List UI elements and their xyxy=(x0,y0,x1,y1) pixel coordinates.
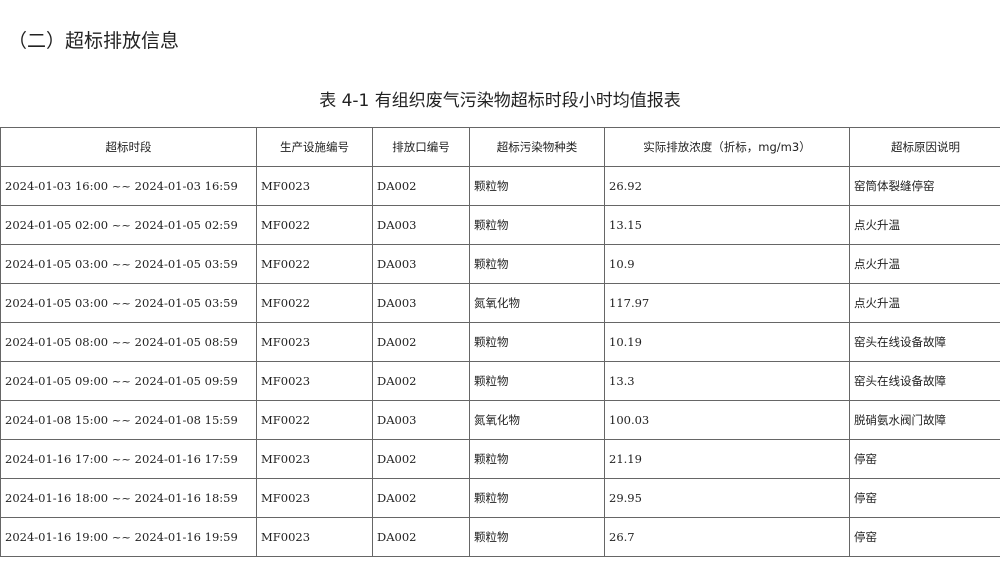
reason-cell: 点火升温 xyxy=(849,244,1000,284)
period-cell: 2024-01-16 18:00 ~~ 2024-01-16 18:59 xyxy=(0,478,257,518)
table-row: 2024-01-08 15:00 ~~ 2024-01-08 15:59 MF00… xyxy=(0,400,1000,440)
concentration-cell: 21.19 xyxy=(604,439,850,479)
concentration-cell: 117.97 xyxy=(604,283,850,323)
table-row: 2024-01-16 18:00 ~~ 2024-01-16 18:59 MF00… xyxy=(0,478,1000,518)
period-cell: 2024-01-05 09:00 ~~ 2024-01-05 09:59 xyxy=(0,361,257,401)
column-header: 超标原因说明 xyxy=(849,127,1000,167)
outlet-id-cell: DA003 xyxy=(372,283,470,323)
facility-id-cell: MF0023 xyxy=(256,166,373,206)
period-cell: 2024-01-03 16:00 ~~ 2024-01-03 16:59 xyxy=(0,166,257,206)
facility-id-cell: MF0022 xyxy=(256,400,373,440)
pollutant-cell: 颗粒物 xyxy=(469,166,605,206)
table-row: 2024-01-05 03:00 ~~ 2024-01-05 03:59 MF00… xyxy=(0,244,1000,284)
exceedance-table: 超标时段 生产设施编号 排放口编号 超标污染物种类 实际排放浓度（折标，mg/m… xyxy=(0,127,1000,557)
reason-cell: 停窑 xyxy=(849,478,1000,518)
table-row: 2024-01-16 19:00 ~~ 2024-01-16 19:59 MF00… xyxy=(0,517,1000,557)
period-cell: 2024-01-08 15:00 ~~ 2024-01-08 15:59 xyxy=(0,400,257,440)
concentration-cell: 10.19 xyxy=(604,322,850,362)
outlet-id-cell: DA002 xyxy=(372,166,470,206)
facility-id-cell: MF0023 xyxy=(256,517,373,557)
column-header: 实际排放浓度（折标，mg/m3） xyxy=(604,127,850,167)
facility-id-cell: MF0023 xyxy=(256,322,373,362)
pollutant-cell: 颗粒物 xyxy=(469,322,605,362)
facility-id-cell: MF0022 xyxy=(256,283,373,323)
facility-id-cell: MF0023 xyxy=(256,439,373,479)
facility-id-cell: MF0023 xyxy=(256,361,373,401)
outlet-id-cell: DA003 xyxy=(372,205,470,245)
pollutant-cell: 颗粒物 xyxy=(469,478,605,518)
facility-id-cell: MF0022 xyxy=(256,244,373,284)
table-row: 2024-01-05 02:00 ~~ 2024-01-05 02:59 MF00… xyxy=(0,205,1000,245)
period-cell: 2024-01-05 03:00 ~~ 2024-01-05 03:59 xyxy=(0,283,257,323)
table-row: 2024-01-05 03:00 ~~ 2024-01-05 03:59 MF00… xyxy=(0,283,1000,323)
pollutant-cell: 氮氧化物 xyxy=(469,283,605,323)
facility-id-cell: MF0023 xyxy=(256,478,373,518)
outlet-id-cell: DA002 xyxy=(372,439,470,479)
pollutant-cell: 颗粒物 xyxy=(469,439,605,479)
reason-cell: 窑筒体裂缝停窑 xyxy=(849,166,1000,206)
reason-cell: 停窑 xyxy=(849,439,1000,479)
period-cell: 2024-01-16 19:00 ~~ 2024-01-16 19:59 xyxy=(0,517,257,557)
reason-cell: 脱硝氨水阀门故障 xyxy=(849,400,1000,440)
outlet-id-cell: DA003 xyxy=(372,400,470,440)
outlet-id-cell: DA002 xyxy=(372,322,470,362)
concentration-cell: 26.92 xyxy=(604,166,850,206)
pollutant-cell: 颗粒物 xyxy=(469,361,605,401)
pollutant-cell: 颗粒物 xyxy=(469,517,605,557)
reason-cell: 停窑 xyxy=(849,517,1000,557)
outlet-id-cell: DA002 xyxy=(372,517,470,557)
period-cell: 2024-01-05 02:00 ~~ 2024-01-05 02:59 xyxy=(0,205,257,245)
concentration-cell: 29.95 xyxy=(604,478,850,518)
reason-cell: 点火升温 xyxy=(849,283,1000,323)
table-row: 2024-01-03 16:00 ~~ 2024-01-03 16:59 MF00… xyxy=(0,166,1000,206)
outlet-id-cell: DA003 xyxy=(372,244,470,284)
outlet-id-cell: DA002 xyxy=(372,361,470,401)
pollutant-cell: 颗粒物 xyxy=(469,244,605,284)
reason-cell: 点火升温 xyxy=(849,205,1000,245)
table-row: 2024-01-05 08:00 ~~ 2024-01-05 08:59 MF00… xyxy=(0,322,1000,362)
column-header: 超标时段 xyxy=(0,127,257,167)
concentration-cell: 100.03 xyxy=(604,400,850,440)
column-header: 超标污染物种类 xyxy=(469,127,605,167)
table-header-row: 超标时段 生产设施编号 排放口编号 超标污染物种类 实际排放浓度（折标，mg/m… xyxy=(0,127,1000,167)
column-header: 生产设施编号 xyxy=(256,127,373,167)
pollutant-cell: 氮氧化物 xyxy=(469,400,605,440)
table-row: 2024-01-05 09:00 ~~ 2024-01-05 09:59 MF00… xyxy=(0,361,1000,401)
reason-cell: 窑头在线设备故障 xyxy=(849,322,1000,362)
pollutant-cell: 颗粒物 xyxy=(469,205,605,245)
table-row: 2024-01-16 17:00 ~~ 2024-01-16 17:59 MF00… xyxy=(0,439,1000,479)
concentration-cell: 13.15 xyxy=(604,205,850,245)
column-header: 排放口编号 xyxy=(372,127,470,167)
period-cell: 2024-01-05 08:00 ~~ 2024-01-05 08:59 xyxy=(0,322,257,362)
concentration-cell: 26.7 xyxy=(604,517,850,557)
period-cell: 2024-01-16 17:00 ~~ 2024-01-16 17:59 xyxy=(0,439,257,479)
concentration-cell: 13.3 xyxy=(604,361,850,401)
outlet-id-cell: DA002 xyxy=(372,478,470,518)
table-caption: 表 4-1 有组织废气污染物超标时段小时均值报表 xyxy=(319,91,681,111)
section-title: （二）超标排放信息 xyxy=(8,30,180,52)
period-cell: 2024-01-05 03:00 ~~ 2024-01-05 03:59 xyxy=(0,244,257,284)
reason-cell: 窑头在线设备故障 xyxy=(849,361,1000,401)
concentration-cell: 10.9 xyxy=(604,244,850,284)
facility-id-cell: MF0022 xyxy=(256,205,373,245)
